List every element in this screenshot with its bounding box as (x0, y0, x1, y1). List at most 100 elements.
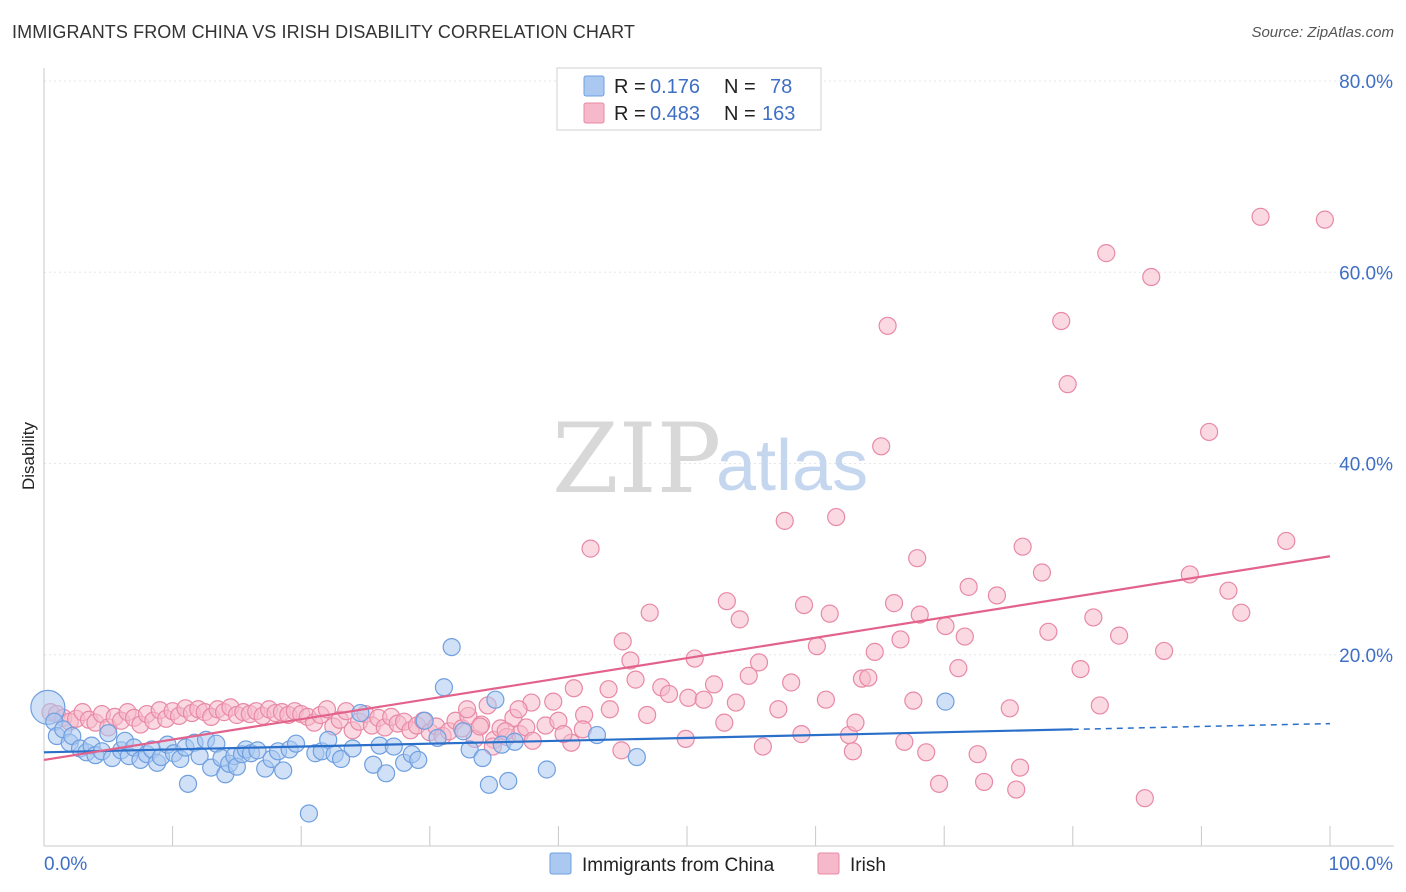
data-point (1135, 789, 1154, 808)
data-point (470, 717, 490, 736)
chart-source: Source: ZipAtlas.com (1251, 24, 1394, 41)
data-point (843, 742, 862, 761)
legend-swatch-irish (583, 102, 605, 124)
data-point (537, 760, 556, 779)
legend-n-label-irish: N = (724, 103, 756, 125)
data-point (846, 713, 865, 732)
legend-n-label-china: N = (724, 76, 756, 98)
data-point (730, 610, 749, 629)
data-point (749, 653, 769, 672)
watermark-zip: ZIP (552, 403, 721, 515)
series-china-points (30, 637, 955, 823)
data-point (936, 692, 955, 711)
data-point (454, 722, 473, 741)
legend-n-value-irish: 163 (762, 103, 795, 125)
data-point (442, 637, 461, 657)
data-point (775, 511, 794, 530)
data-point (891, 630, 910, 649)
data-point (792, 725, 811, 744)
data-point (679, 688, 698, 707)
data-point (1232, 603, 1251, 622)
data-point (884, 594, 904, 613)
data-point (274, 761, 293, 780)
data-point (694, 690, 713, 709)
data-point (987, 586, 1007, 605)
legend-r-label-irish: R = (614, 103, 646, 125)
legend-r-value-china: 0.176 (650, 76, 700, 98)
legend-swatch-china (583, 75, 605, 97)
x-tick-label-min: 0.0% (44, 854, 87, 875)
data-point (600, 700, 619, 719)
data-point (878, 316, 897, 335)
data-point (1109, 626, 1129, 645)
data-point (704, 675, 724, 694)
legend-r-value-irish: 0.483 (650, 103, 700, 125)
data-point (473, 748, 492, 768)
data-point (1058, 375, 1077, 394)
data-point (872, 437, 891, 456)
data-point (1200, 422, 1219, 442)
trend-lines (43, 555, 1331, 762)
data-point (910, 605, 929, 624)
data-point (564, 679, 583, 698)
data-point (917, 743, 936, 762)
data-point (621, 651, 640, 670)
trend-line-extension-0 (1072, 722, 1331, 731)
series-legend: Immigrants from China Irish (549, 852, 886, 876)
data-point (178, 774, 198, 793)
data-point (479, 775, 499, 794)
data-point (612, 741, 631, 760)
data-point (286, 734, 306, 753)
data-point (1000, 699, 1019, 718)
data-point (99, 724, 118, 743)
data-point (1052, 311, 1071, 331)
data-point (865, 642, 884, 661)
data-point (638, 705, 657, 725)
y-tick-label-80: 80.0% (1339, 72, 1393, 93)
x-tick-label-max: 100.0% (1329, 854, 1394, 875)
data-point (581, 539, 600, 558)
data-point (486, 690, 505, 709)
data-point (1251, 207, 1270, 226)
legend-n-value-china: 78 (770, 76, 792, 98)
data-point (726, 693, 745, 712)
trend-line-0 (43, 728, 1073, 754)
data-point (1007, 780, 1026, 799)
data-point (1142, 267, 1161, 287)
data-point (908, 549, 927, 568)
data-point (1277, 531, 1296, 551)
data-point (807, 637, 826, 656)
data-point (769, 700, 788, 719)
data-point (248, 741, 267, 760)
data-point (753, 737, 772, 756)
data-point (1084, 608, 1103, 627)
data-point (1155, 641, 1174, 661)
data-point (1010, 758, 1030, 777)
data-point (1071, 659, 1090, 679)
bottom-legend-swatch-irish (817, 852, 840, 875)
data-point (554, 725, 573, 744)
data-point (460, 740, 479, 759)
bottom-legend-label-china: Immigrants from China (582, 855, 775, 876)
data-point (409, 750, 428, 770)
data-point (816, 690, 835, 709)
data-point (499, 771, 518, 791)
data-point (428, 728, 447, 748)
data-point (1039, 622, 1058, 641)
y-tick-label-40: 40.0% (1339, 455, 1393, 476)
bottom-legend-swatch-china (549, 852, 572, 875)
data-point (1090, 696, 1109, 715)
data-point (955, 627, 974, 646)
data-point (299, 804, 319, 823)
data-point (959, 577, 978, 596)
data-point (659, 684, 679, 704)
data-point (717, 592, 736, 611)
trend-line-1 (43, 555, 1331, 762)
data-point (384, 737, 403, 756)
correlation-legend: R = 0.176 N = 78 R = 0.483 N = 163 (556, 67, 822, 131)
data-point (895, 732, 914, 751)
data-point (904, 691, 923, 710)
chart-title: IMMIGRANTS FROM CHINA VS IRISH DISABILIT… (12, 22, 635, 42)
data-point (968, 745, 987, 764)
data-point (949, 659, 968, 678)
